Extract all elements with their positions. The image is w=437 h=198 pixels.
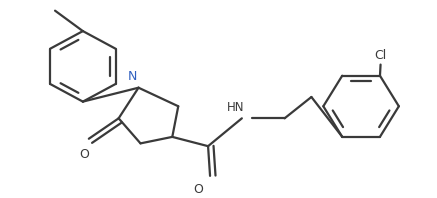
- Text: N: N: [128, 70, 137, 83]
- Text: Cl: Cl: [375, 49, 387, 62]
- Text: HN: HN: [227, 101, 245, 114]
- Text: O: O: [193, 183, 203, 196]
- Text: O: O: [79, 148, 89, 161]
